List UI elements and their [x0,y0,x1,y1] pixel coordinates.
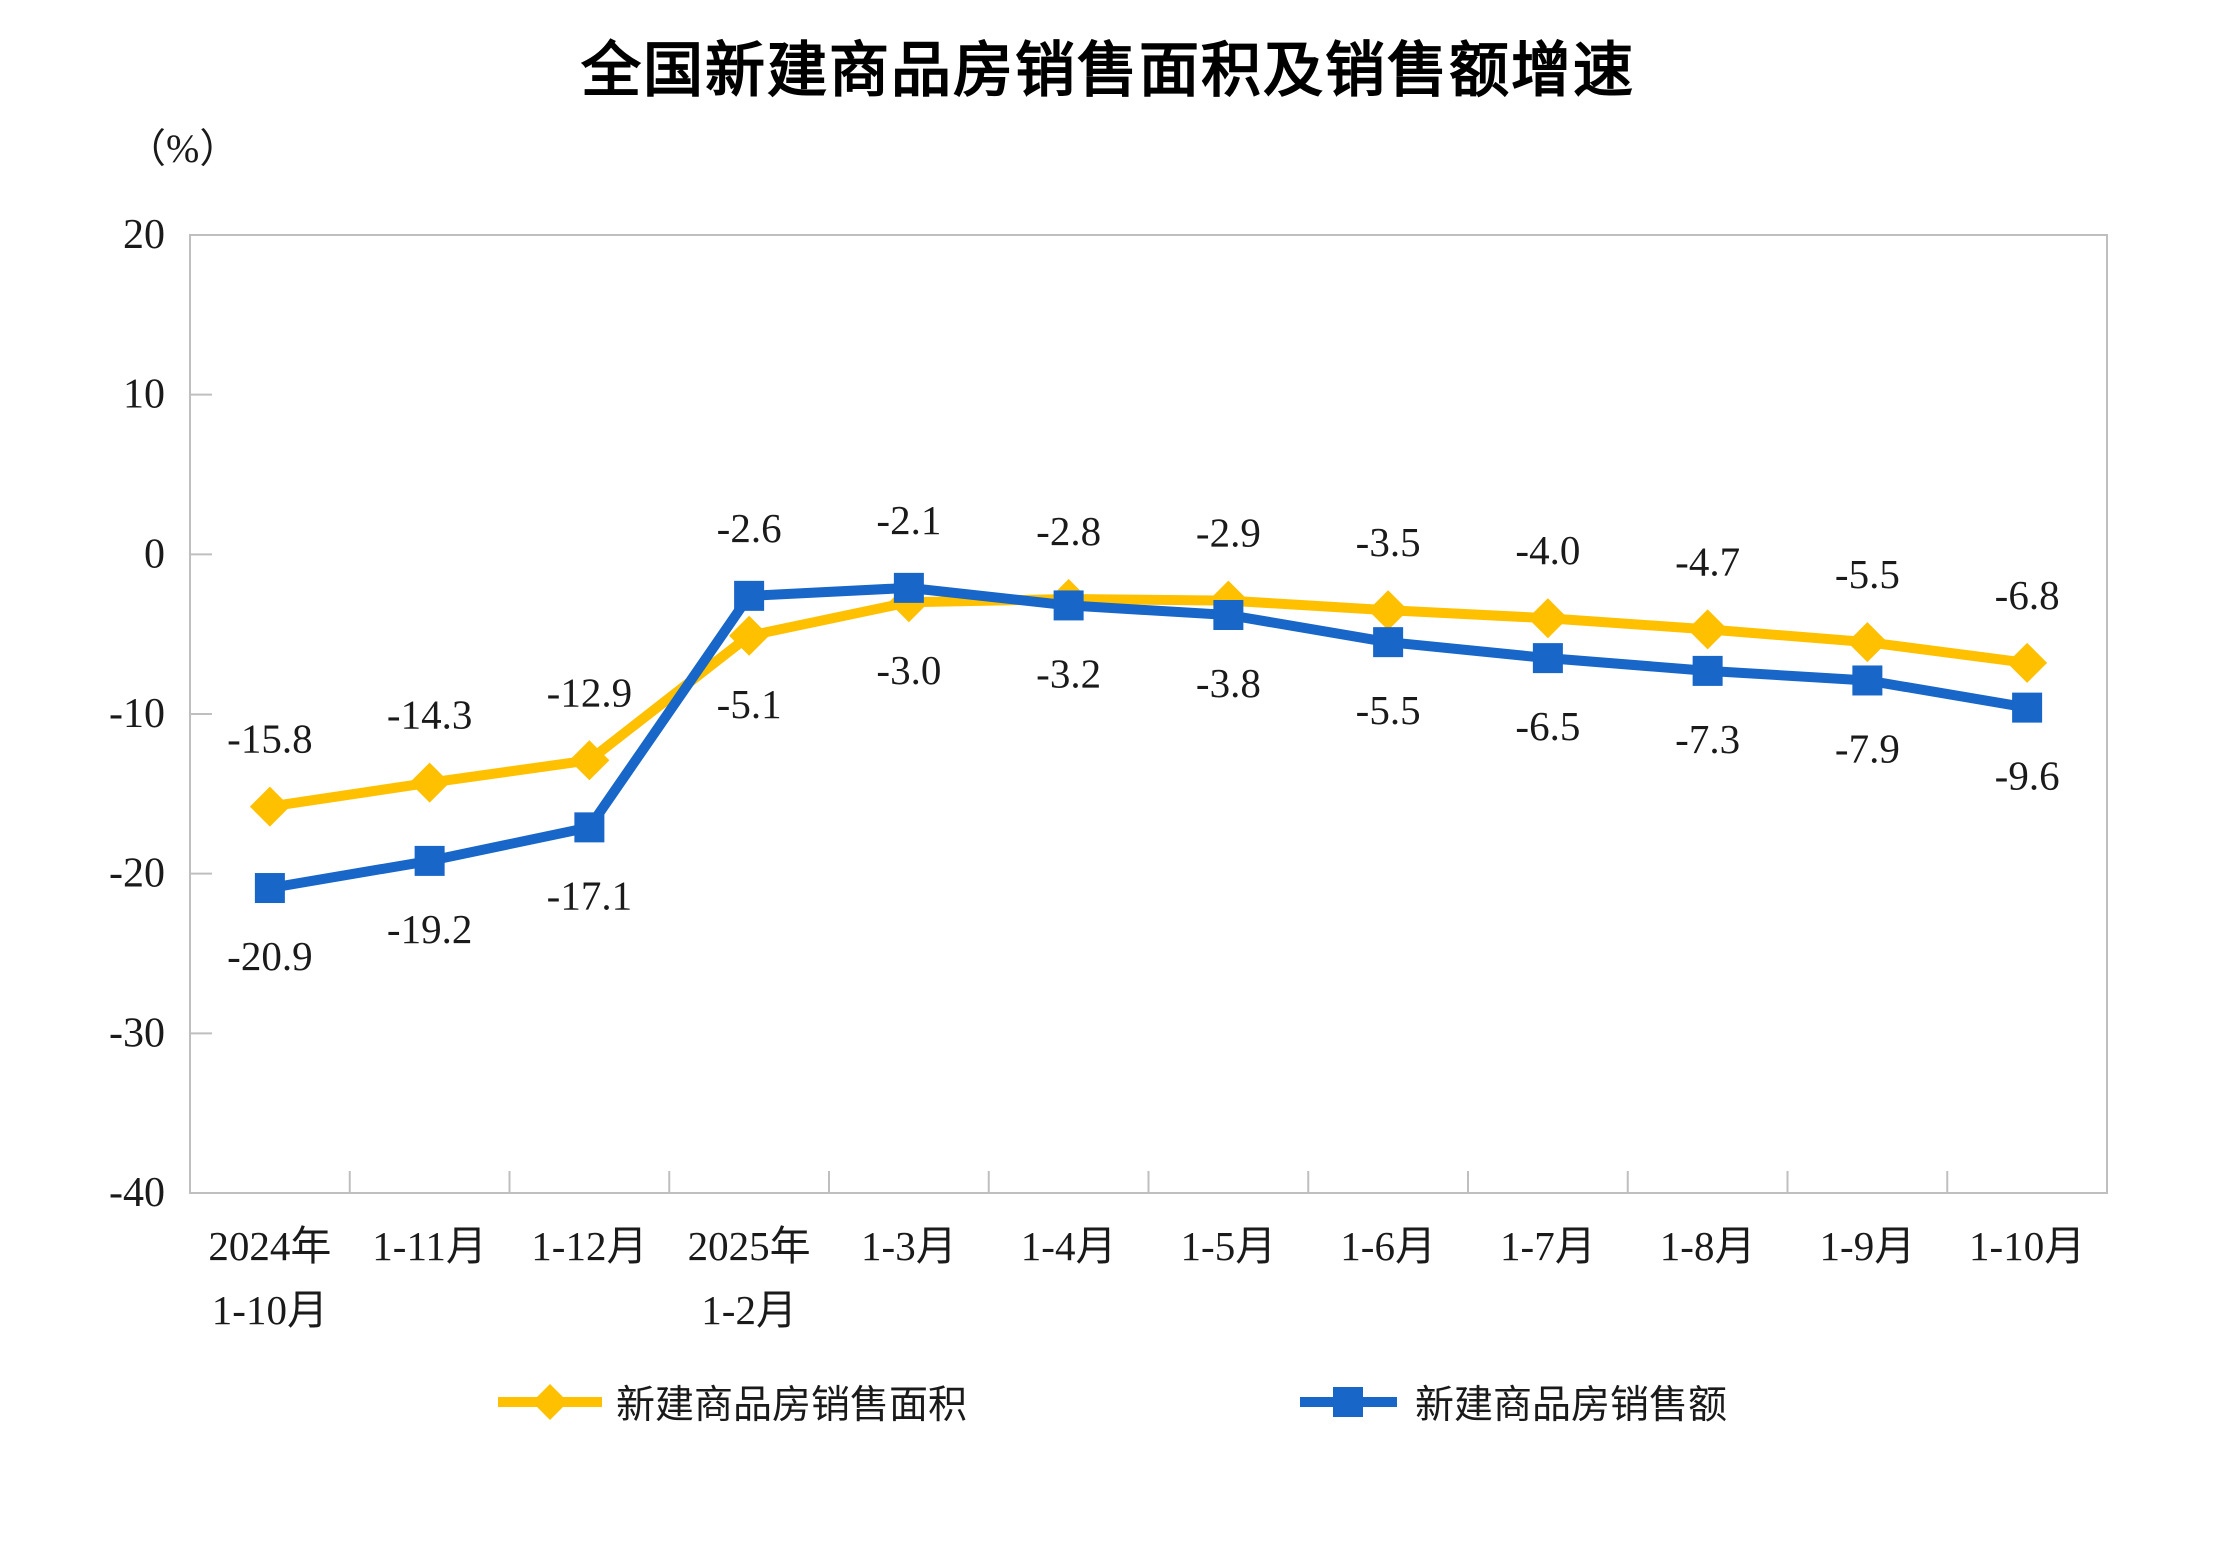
y-axis-tick-label: 10 [123,372,165,418]
data-label: -2.9 [1196,510,1261,556]
data-label: -20.9 [227,933,312,979]
diamond-marker-icon [1368,590,1409,631]
diamond-marker-icon [569,740,610,781]
plot-border [189,234,2108,1194]
data-label: -14.3 [387,692,472,738]
y-axis-tick-label: -10 [109,691,165,737]
data-label: -12.9 [547,669,632,715]
data-label: -5.1 [717,681,782,727]
square-marker-icon [254,873,285,904]
x-axis-category-label: 1-7月 [1500,1223,1596,1269]
square-marker-icon [1053,590,1084,621]
x-axis-category-label: 1-5月 [1181,1223,1277,1269]
diamond-marker-icon [1527,598,1568,639]
data-label: -2.8 [1036,508,1101,554]
x-axis-category-label: 1-10月 [212,1287,328,1333]
data-label: -4.0 [1515,527,1580,573]
data-label: -7.9 [1835,725,1900,771]
x-axis-category-label: 1-12月 [531,1223,647,1269]
data-label: -5.5 [1356,687,1421,733]
y-axis-tick-label: 0 [144,531,165,577]
diamond-marker-icon [1847,622,1888,663]
y-axis-tick-label: 20 [123,212,165,258]
legend-item-sales-amount: 新建商品房销售额 [1300,1378,1727,1427]
x-axis-category-label: 1-9月 [1820,1223,1916,1269]
data-label: -6.5 [1515,703,1580,749]
data-label: -3.8 [1196,660,1261,706]
data-label: -19.2 [387,906,472,952]
x-axis-category-label: 1-10月 [1969,1223,2085,1269]
legend-label-sales-amount: 新建商品房销售额 [1415,1384,1728,1427]
diamond-marker-icon [1687,609,1728,650]
legend-diamond-marker-icon [532,1384,568,1420]
chart-title: 全国新建商品房销售面积及销售额增速 [581,37,1635,104]
y-axis-tick-label: -40 [109,1170,165,1216]
data-label: -17.1 [547,872,632,918]
diamond-marker-icon [729,615,770,656]
series-line-sales-area [264,594,2033,812]
data-label: -5.5 [1835,551,1900,597]
data-label: -9.6 [1995,753,2060,799]
x-axis-category-label: 2024年 [208,1223,331,1269]
square-marker-icon [1373,627,1404,658]
diamond-marker-icon [249,786,290,827]
data-label: -3.2 [1036,650,1101,696]
data-label: -15.8 [227,716,312,762]
x-axis-category-label: 1-6月 [1340,1223,1436,1269]
x-axis-category-label: 2025年 [688,1223,811,1269]
y-axis-tick-label: -30 [109,1010,165,1056]
x-axis-category-label: 1-3月 [861,1223,957,1269]
x-axis-category-label: 1-4月 [1021,1223,1117,1269]
data-label: -3.5 [1356,519,1421,565]
square-marker-icon [893,572,924,603]
square-marker-icon [2012,692,2043,723]
x-axis-category-label: 1-8月 [1660,1223,1756,1269]
diamond-marker-icon [2007,642,2048,683]
square-marker-icon [1213,600,1244,631]
sales-amount-series-swatch-icon [1300,1387,1397,1417]
legend-square-marker-icon [1333,1387,1363,1417]
square-marker-icon [734,580,765,611]
square-marker-icon [1532,643,1563,674]
data-label: -6.8 [1995,572,2060,618]
square-marker-icon [1852,665,1883,696]
x-axis-category-label: 1-11月 [372,1223,487,1269]
data-label: -2.1 [876,497,941,543]
y-axis-tick-label: -20 [109,851,165,897]
square-marker-icon [1692,655,1723,686]
data-label: -2.6 [717,505,782,551]
diamond-marker-icon [409,762,450,803]
legend-item-sales-area: 新建商品房销售面积 [498,1378,967,1427]
series-line-sales-amount [264,582,2033,894]
data-label: -3.0 [876,647,941,693]
square-marker-icon [574,812,605,843]
legend-label-sales-area: 新建商品房销售面积 [616,1384,968,1427]
data-label: -4.7 [1675,538,1740,584]
square-marker-icon [414,845,445,876]
data-label: -7.3 [1675,716,1740,762]
y-axis-unit-label: （%） [126,126,240,171]
x-axis-category-label: 1-2月 [701,1287,797,1333]
sales-area-series-swatch-icon [498,1384,602,1420]
